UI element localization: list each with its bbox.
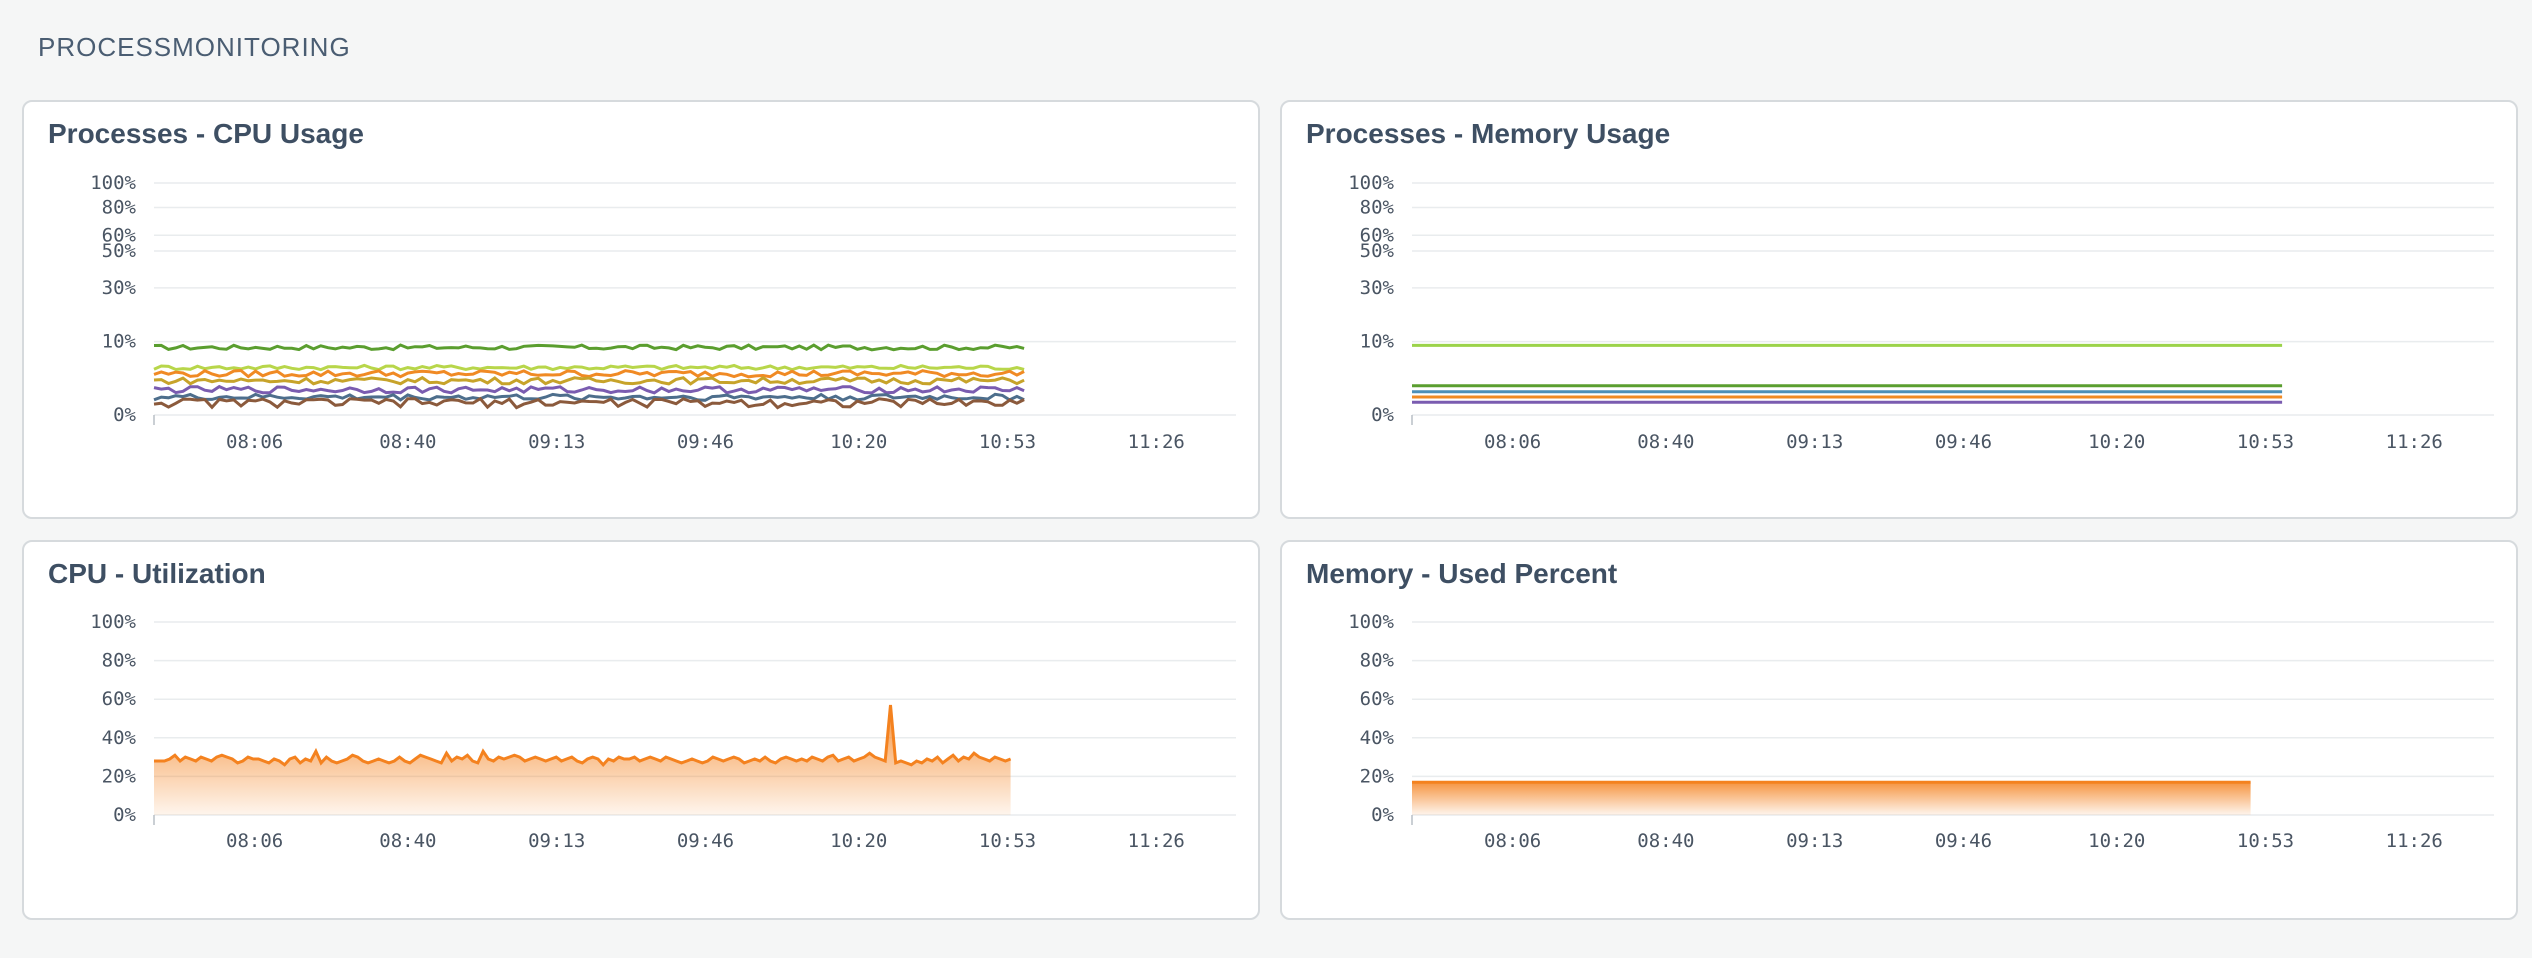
x-tick-label: 11:26 — [1128, 830, 1185, 852]
x-tick-label: 08:06 — [1484, 431, 1541, 453]
x-tick-label: 11:26 — [2386, 830, 2443, 852]
memory-used-chart[interactable]: 100% 80% 60% 40% 20% 0% 08:06 08:40 09:13 09:46 10… — [1282, 542, 2516, 918]
y-tick-label: 60% — [102, 688, 137, 710]
x-tick-label: 10:53 — [2237, 830, 2294, 852]
x-tick-label: 10:53 — [2237, 431, 2294, 453]
panel-title: CPU - Utilization — [48, 558, 266, 589]
series-line — [153, 392, 1025, 402]
x-tick-label: 09:13 — [528, 431, 585, 453]
x-tick-label: 10:20 — [2088, 431, 2145, 453]
y-tick-label: 60% — [1360, 688, 1395, 710]
y-tick-label: 0% — [113, 804, 136, 826]
y-tick-label: 60% — [102, 224, 137, 246]
series-line — [153, 368, 1025, 379]
series-line — [153, 396, 1025, 410]
y-tick-label: 50% — [1360, 240, 1395, 262]
y-tick-label: 80% — [1360, 196, 1395, 218]
y-tick-label: 100% — [1348, 172, 1394, 194]
x-tick-label: 08:40 — [1637, 830, 1694, 852]
x-tick-label: 10:20 — [830, 431, 887, 453]
x-tick-label: 08:40 — [379, 431, 436, 453]
series-line — [153, 375, 1025, 386]
y-tick-label: 0% — [113, 404, 136, 426]
x-tick-label: 08:06 — [226, 431, 283, 453]
y-tick-label: 100% — [90, 172, 136, 194]
cpu-utilization-chart[interactable]: 100% 80% 60% 40% 20% 0% 08:06 08:40 09:13 09:46 10… — [24, 542, 1258, 918]
cpu-usage-chart[interactable]: 100%80% 60%50% 30% 10% 0% 08:06 08:40 09:13 09:4… — [24, 102, 1258, 517]
x-tick-label: 09:13 — [1786, 431, 1843, 453]
x-tick-label: 11:26 — [2386, 431, 2443, 453]
y-tick-label: 100% — [90, 611, 136, 633]
panel-title: Processes - CPU Usage — [48, 118, 364, 149]
memory-used-panel[interactable]: Memory - Used Percent 100% 80% 60% 40% 20% 0%… — [1280, 540, 2518, 920]
x-tick-label: 08:40 — [379, 830, 436, 852]
section-title: PROCESSMONITORING — [38, 32, 351, 62]
memory-usage-panel[interactable]: Processes - Memory Usage 100% 80% 60% 50% 30… — [1280, 100, 2518, 519]
cpu-usage-panel[interactable]: Processes - CPU Usage 100% 80% 60% 50% 30% 10… — [22, 100, 1260, 519]
series-line — [154, 704, 1012, 768]
x-tick-label: 09:13 — [1786, 830, 1843, 852]
x-tick-label: 09:46 — [677, 431, 734, 453]
panel-title: Memory - Used Percent — [1306, 558, 1618, 589]
x-tick-label: 09:46 — [677, 830, 734, 852]
x-tick-label: 08:40 — [1637, 431, 1694, 453]
y-tick-label: 0% — [1371, 404, 1394, 426]
series-line — [153, 363, 1025, 372]
y-tick-label: 50% — [102, 240, 137, 262]
y-tick-label: 30% — [102, 277, 137, 299]
y-tick-label: 20% — [1360, 765, 1395, 787]
y-tick-label: 60% — [1360, 224, 1395, 246]
x-tick-label: 08:06 — [1484, 830, 1541, 852]
x-tick-label: 08:06 — [226, 830, 283, 852]
x-tick-label: 11:26 — [1128, 431, 1185, 453]
y-tick-label: 40% — [1360, 727, 1395, 749]
x-tick-label: 10:53 — [979, 431, 1036, 453]
y-tick-label: 10% — [1360, 331, 1395, 353]
y-tick-label: 40% — [102, 727, 137, 749]
y-tick-label: 80% — [1360, 650, 1395, 672]
y-tick-label: 20% — [102, 765, 137, 787]
y-tick-label: 100% — [1348, 611, 1394, 633]
x-tick-label: 09:13 — [528, 830, 585, 852]
cpu-utilization-panel[interactable]: CPU - Utilization 100% 80% 60% 40% 20% 0% 08:0… — [22, 540, 1260, 920]
memory-usage-chart[interactable]: 100%80% 60%50% 30% 10% 0% 08:06 08:40 09:13 09:4… — [1282, 102, 2516, 517]
series-line — [153, 384, 1025, 395]
y-tick-label: 0% — [1371, 804, 1394, 826]
y-tick-label: 30% — [1360, 277, 1395, 299]
area-fill — [154, 705, 1011, 815]
x-tick-label: 09:46 — [1935, 830, 1992, 852]
panel-title: Processes - Memory Usage — [1306, 118, 1671, 149]
y-tick-label: 80% — [102, 650, 137, 672]
y-tick-label: 80% — [102, 196, 137, 218]
x-tick-label: 09:46 — [1935, 431, 1992, 453]
x-tick-label: 10:53 — [979, 830, 1036, 852]
series-line — [153, 343, 1025, 352]
area-fill — [1412, 782, 2251, 815]
x-tick-label: 10:20 — [830, 830, 887, 852]
y-tick-label: 10% — [102, 331, 137, 353]
x-tick-label: 10:20 — [2088, 830, 2145, 852]
